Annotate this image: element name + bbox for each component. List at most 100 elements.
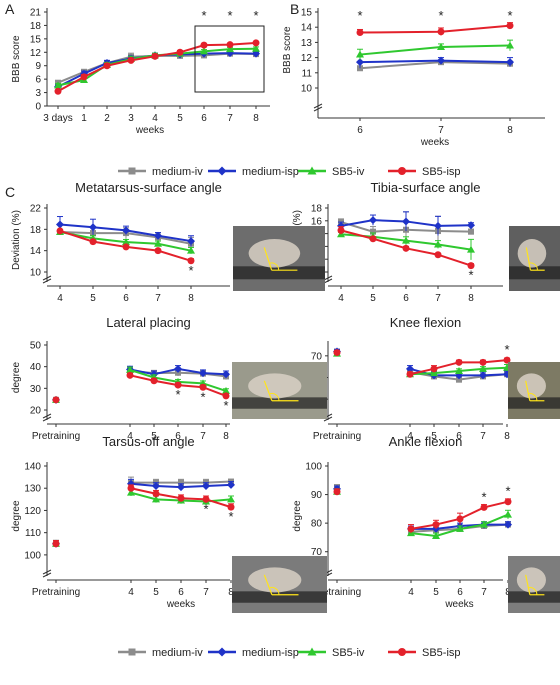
series-SB5-isp xyxy=(52,371,230,404)
photo-floor xyxy=(233,266,325,280)
x-tick-label: 6 xyxy=(403,293,409,304)
data-point xyxy=(150,377,158,385)
legend-marker-square xyxy=(128,648,136,656)
data-point xyxy=(456,376,462,383)
x-tick-label: 8 xyxy=(228,587,234,598)
y-tick-label: 18 xyxy=(30,225,42,236)
axis-break xyxy=(323,416,333,422)
legend: medium-iv medium-isp SB5-iv SB5-isp xyxy=(118,647,461,659)
chart-C1: Metatarsus-surface angle 10 14 18 22 4 5 6 7 8 Dev… xyxy=(11,180,230,304)
x-tick-label: Pretraining xyxy=(313,431,361,442)
data-point xyxy=(467,262,475,270)
x-tick-label: 8 xyxy=(188,293,194,304)
y-tick-label: 80 xyxy=(311,519,323,530)
y-tick-label: 15 xyxy=(301,8,313,19)
data-point xyxy=(226,41,234,49)
x-tick-label: 4 xyxy=(57,293,63,304)
data-point xyxy=(126,371,134,379)
y-axis-label: degree xyxy=(292,500,303,532)
legend-item-medium-iv: medium-iv xyxy=(118,647,203,659)
chart-C4: Knee flexion506070Pretraining45678degree… xyxy=(292,315,511,442)
photo-inset xyxy=(232,556,327,613)
x-tick-label: 8 xyxy=(468,293,474,304)
y-tick-label: 3 xyxy=(35,88,41,99)
axis-break xyxy=(323,275,333,281)
x-tick-label: 7 xyxy=(438,125,444,136)
data-point xyxy=(152,495,160,503)
x-tick-label: 7 xyxy=(435,293,441,304)
significance-star: * xyxy=(507,8,512,23)
significance-star: * xyxy=(438,8,443,23)
data-point xyxy=(80,73,88,81)
angle-arc xyxy=(269,262,280,271)
data-point xyxy=(199,383,207,391)
data-point xyxy=(437,28,445,36)
y-tick-label: 120 xyxy=(24,506,41,517)
chart-title: Lateral placing xyxy=(106,315,191,330)
significance-star: * xyxy=(505,484,510,499)
chart-title: Knee flexion xyxy=(390,315,462,330)
x-tick-label: 5 xyxy=(151,431,157,442)
data-point xyxy=(356,50,364,58)
data-point xyxy=(187,237,195,246)
series-SB5-isp xyxy=(333,349,511,378)
chart-title: Metatarsus-surface angle xyxy=(75,180,222,195)
x-tick-label: 6 xyxy=(175,431,181,442)
photos-layer xyxy=(232,226,560,613)
significance-star: * xyxy=(227,8,232,23)
data-point xyxy=(455,358,463,366)
photo-inset xyxy=(509,226,560,291)
y-tick-label: 11 xyxy=(302,68,313,79)
axis-break xyxy=(42,413,52,419)
photo-floor xyxy=(508,591,560,603)
photo-floor xyxy=(509,266,560,280)
panel-letter-c: C xyxy=(5,184,15,200)
y-tick-label: 21 xyxy=(30,8,42,19)
legend-marker-square xyxy=(128,167,136,175)
x-tick-label: 7 xyxy=(200,431,206,442)
data-point xyxy=(406,364,414,373)
series-SB5-isp xyxy=(52,484,235,548)
data-point xyxy=(122,243,130,251)
angle-arc xyxy=(528,262,538,271)
data-point xyxy=(479,364,487,372)
data-point xyxy=(54,81,62,89)
y-tick-label: 100 xyxy=(24,550,41,561)
rat-body xyxy=(248,373,302,399)
data-point xyxy=(504,520,512,529)
series-SB5-isp xyxy=(56,227,195,265)
data-point xyxy=(252,44,260,52)
rat-body xyxy=(248,239,301,268)
x-tick-label: 2 xyxy=(104,113,110,124)
x-tick-label: 5 xyxy=(433,587,439,598)
y-tick-label: 0 xyxy=(35,102,41,113)
chart-B: 10 11 12 13 14 15 6 7 8 weeks BBB score * * * xyxy=(282,8,545,148)
data-point xyxy=(202,495,210,503)
data-point xyxy=(177,483,185,492)
data-point xyxy=(467,221,475,230)
data-point xyxy=(480,520,488,528)
y-tick-label: 14 xyxy=(30,246,42,257)
axis-break xyxy=(323,278,333,284)
axis-break xyxy=(42,572,52,578)
y-tick-label: 6 xyxy=(35,75,41,86)
y-tick-label: 22 xyxy=(30,204,42,215)
chart-title: Tarsus-off angle xyxy=(102,434,194,449)
legend-marker-circle xyxy=(398,167,406,175)
data-point xyxy=(56,220,64,229)
data-point xyxy=(432,521,440,529)
data-point xyxy=(432,532,440,539)
chart-C5: Tarsus-off angle 100 110 120 130 140 Pretraini… xyxy=(11,434,235,610)
axis-break xyxy=(42,278,52,284)
x-tick-label: 5 xyxy=(370,293,376,304)
angle-arc xyxy=(269,392,280,401)
y-tick-label: 12 xyxy=(30,48,42,59)
significance-star: * xyxy=(468,268,473,283)
panel-letter-b: B xyxy=(290,1,299,17)
angle-arc xyxy=(269,586,280,595)
y-tick-label: 110 xyxy=(25,528,41,539)
axis-break xyxy=(42,416,52,422)
x-tick-label: 1 xyxy=(81,113,87,124)
legend-label: SB5-isp xyxy=(422,647,461,659)
data-point xyxy=(174,381,182,389)
